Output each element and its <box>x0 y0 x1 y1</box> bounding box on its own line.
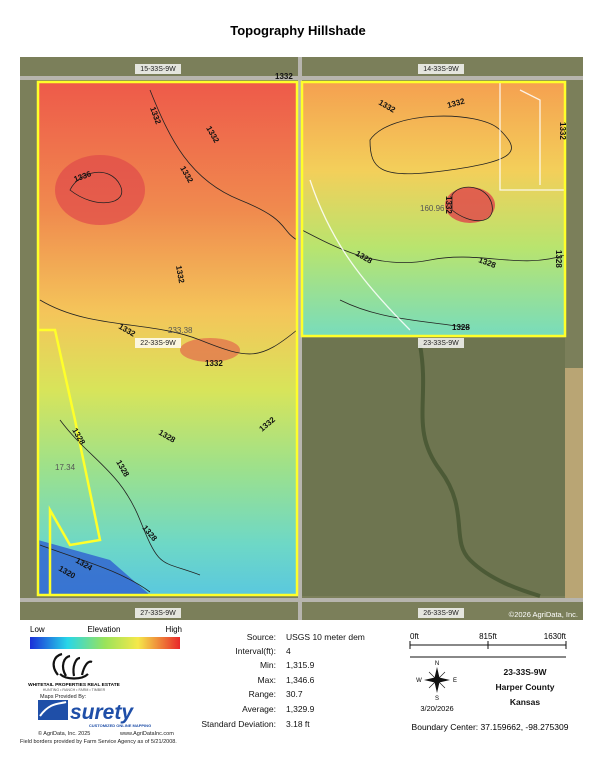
scale-label: 815ft <box>479 632 498 641</box>
compass-s: S <box>435 696 439 702</box>
stat-value: 1,329.9 <box>286 704 315 714</box>
legend-high: High <box>166 625 182 634</box>
stat-label: Average: <box>242 704 276 714</box>
contour-label: 1332 <box>205 359 223 368</box>
agridata-copyright: © AgriData, Inc. 2025 <box>38 730 90 737</box>
provided-by: Maps Provided By: <box>40 694 87 700</box>
scale-label: 1630ft <box>544 632 567 641</box>
acreage-label: 17.34 <box>55 463 76 472</box>
location-section: 23-33S-9W <box>504 667 548 677</box>
stat-value: USGS 10 meter dem <box>286 632 365 642</box>
surety-mark <box>38 700 68 720</box>
acreage-label: 233.38 <box>168 326 193 335</box>
map-copyright: ©2026 AgriData, Inc. <box>509 610 578 619</box>
aerial-field <box>302 338 565 596</box>
compass-w: W <box>416 678 422 684</box>
stat-label: Min: <box>260 660 276 670</box>
contour-label: 1328 <box>554 250 563 268</box>
location: 23-33S-9W Harper County Kansas Boundary … <box>412 667 569 732</box>
stat-label: Standard Deviation: <box>201 719 276 729</box>
legend: Low Elevation High <box>30 625 182 649</box>
stat-label: Source: <box>247 632 276 642</box>
compass-e: E <box>453 678 457 684</box>
surety-sub: CUSTOMIZED ONLINE MAPPING <box>89 723 151 728</box>
surety-logo: surety <box>70 701 134 724</box>
stat-value: 3.18 ft <box>286 719 310 729</box>
aerial-field <box>565 368 583 598</box>
section-label: 27-33S-9W <box>140 610 176 617</box>
section-label: 23-33S-9W <box>423 340 459 347</box>
legend-low: Low <box>30 625 45 634</box>
field-lines <box>309 82 565 331</box>
field-borders <box>36 80 567 597</box>
contours <box>39 89 566 593</box>
stat-value: 1,315.9 <box>286 660 315 670</box>
footnote: Field borders provided by Farm Service A… <box>20 739 177 745</box>
branding: WHITETAIL PROPERTIES REAL ESTATE HUNTING… <box>20 652 177 745</box>
elevation-high <box>180 338 240 362</box>
legend-bar <box>30 637 180 649</box>
contour-label: 1328 <box>452 323 470 332</box>
map: 15-33S-9W 14-33S-9W 22-33S-9W 23-33S-9W … <box>20 57 583 620</box>
acreage-label: 160.96 <box>420 204 445 213</box>
location-county: Harper County <box>495 682 554 692</box>
map-date: 3/20/2026 <box>420 704 453 713</box>
contour-label: 1332 <box>444 196 453 214</box>
company-name: WHITETAIL PROPERTIES REAL ESTATE <box>28 682 121 688</box>
agridata-website: www.AgriDataInc.com <box>119 731 174 737</box>
contour-label: 1332 <box>275 72 293 81</box>
legend-title: Elevation <box>88 625 121 634</box>
company-tagline: HUNTING • RANCH • FARM • TIMBER <box>43 688 106 692</box>
section-label: 15-33S-9W <box>140 66 176 73</box>
stat-value: 30.7 <box>286 689 303 699</box>
stat-label: Range: <box>249 689 276 699</box>
stat-label: Interval(ft): <box>235 646 276 656</box>
section-label: 22-33S-9W <box>140 340 176 347</box>
scale-bar: 0ft 815ft 1630ft <box>409 632 567 658</box>
elevation-high <box>55 155 145 225</box>
compass: N S E W 3/20/2026 <box>416 661 457 713</box>
scale-label: 0ft <box>410 632 420 641</box>
section-labels: 15-33S-9W 14-33S-9W 22-33S-9W 23-33S-9W … <box>135 64 464 618</box>
elevation-right <box>302 82 565 336</box>
location-state: Kansas <box>510 697 541 707</box>
contour-label: 1332 <box>174 265 186 285</box>
creek <box>418 344 541 598</box>
stat-value: 1,346.6 <box>286 675 315 685</box>
elevation-low <box>38 540 150 595</box>
section-label: 14-33S-9W <box>423 66 459 73</box>
stat-label: Max: <box>258 675 276 685</box>
section-label: 26-33S-9W <box>423 610 459 617</box>
compass-n: N <box>435 661 439 667</box>
boundary-center: Boundary Center: 37.159662, -98.275309 <box>412 722 569 732</box>
contour-label: 1332 <box>558 122 567 140</box>
title: Topography Hillshade <box>230 23 366 38</box>
stats: Source: USGS 10 meter dem Interval(ft): … <box>201 632 365 729</box>
whitetail-logo <box>52 652 93 680</box>
stat-value: 4 <box>286 646 291 656</box>
